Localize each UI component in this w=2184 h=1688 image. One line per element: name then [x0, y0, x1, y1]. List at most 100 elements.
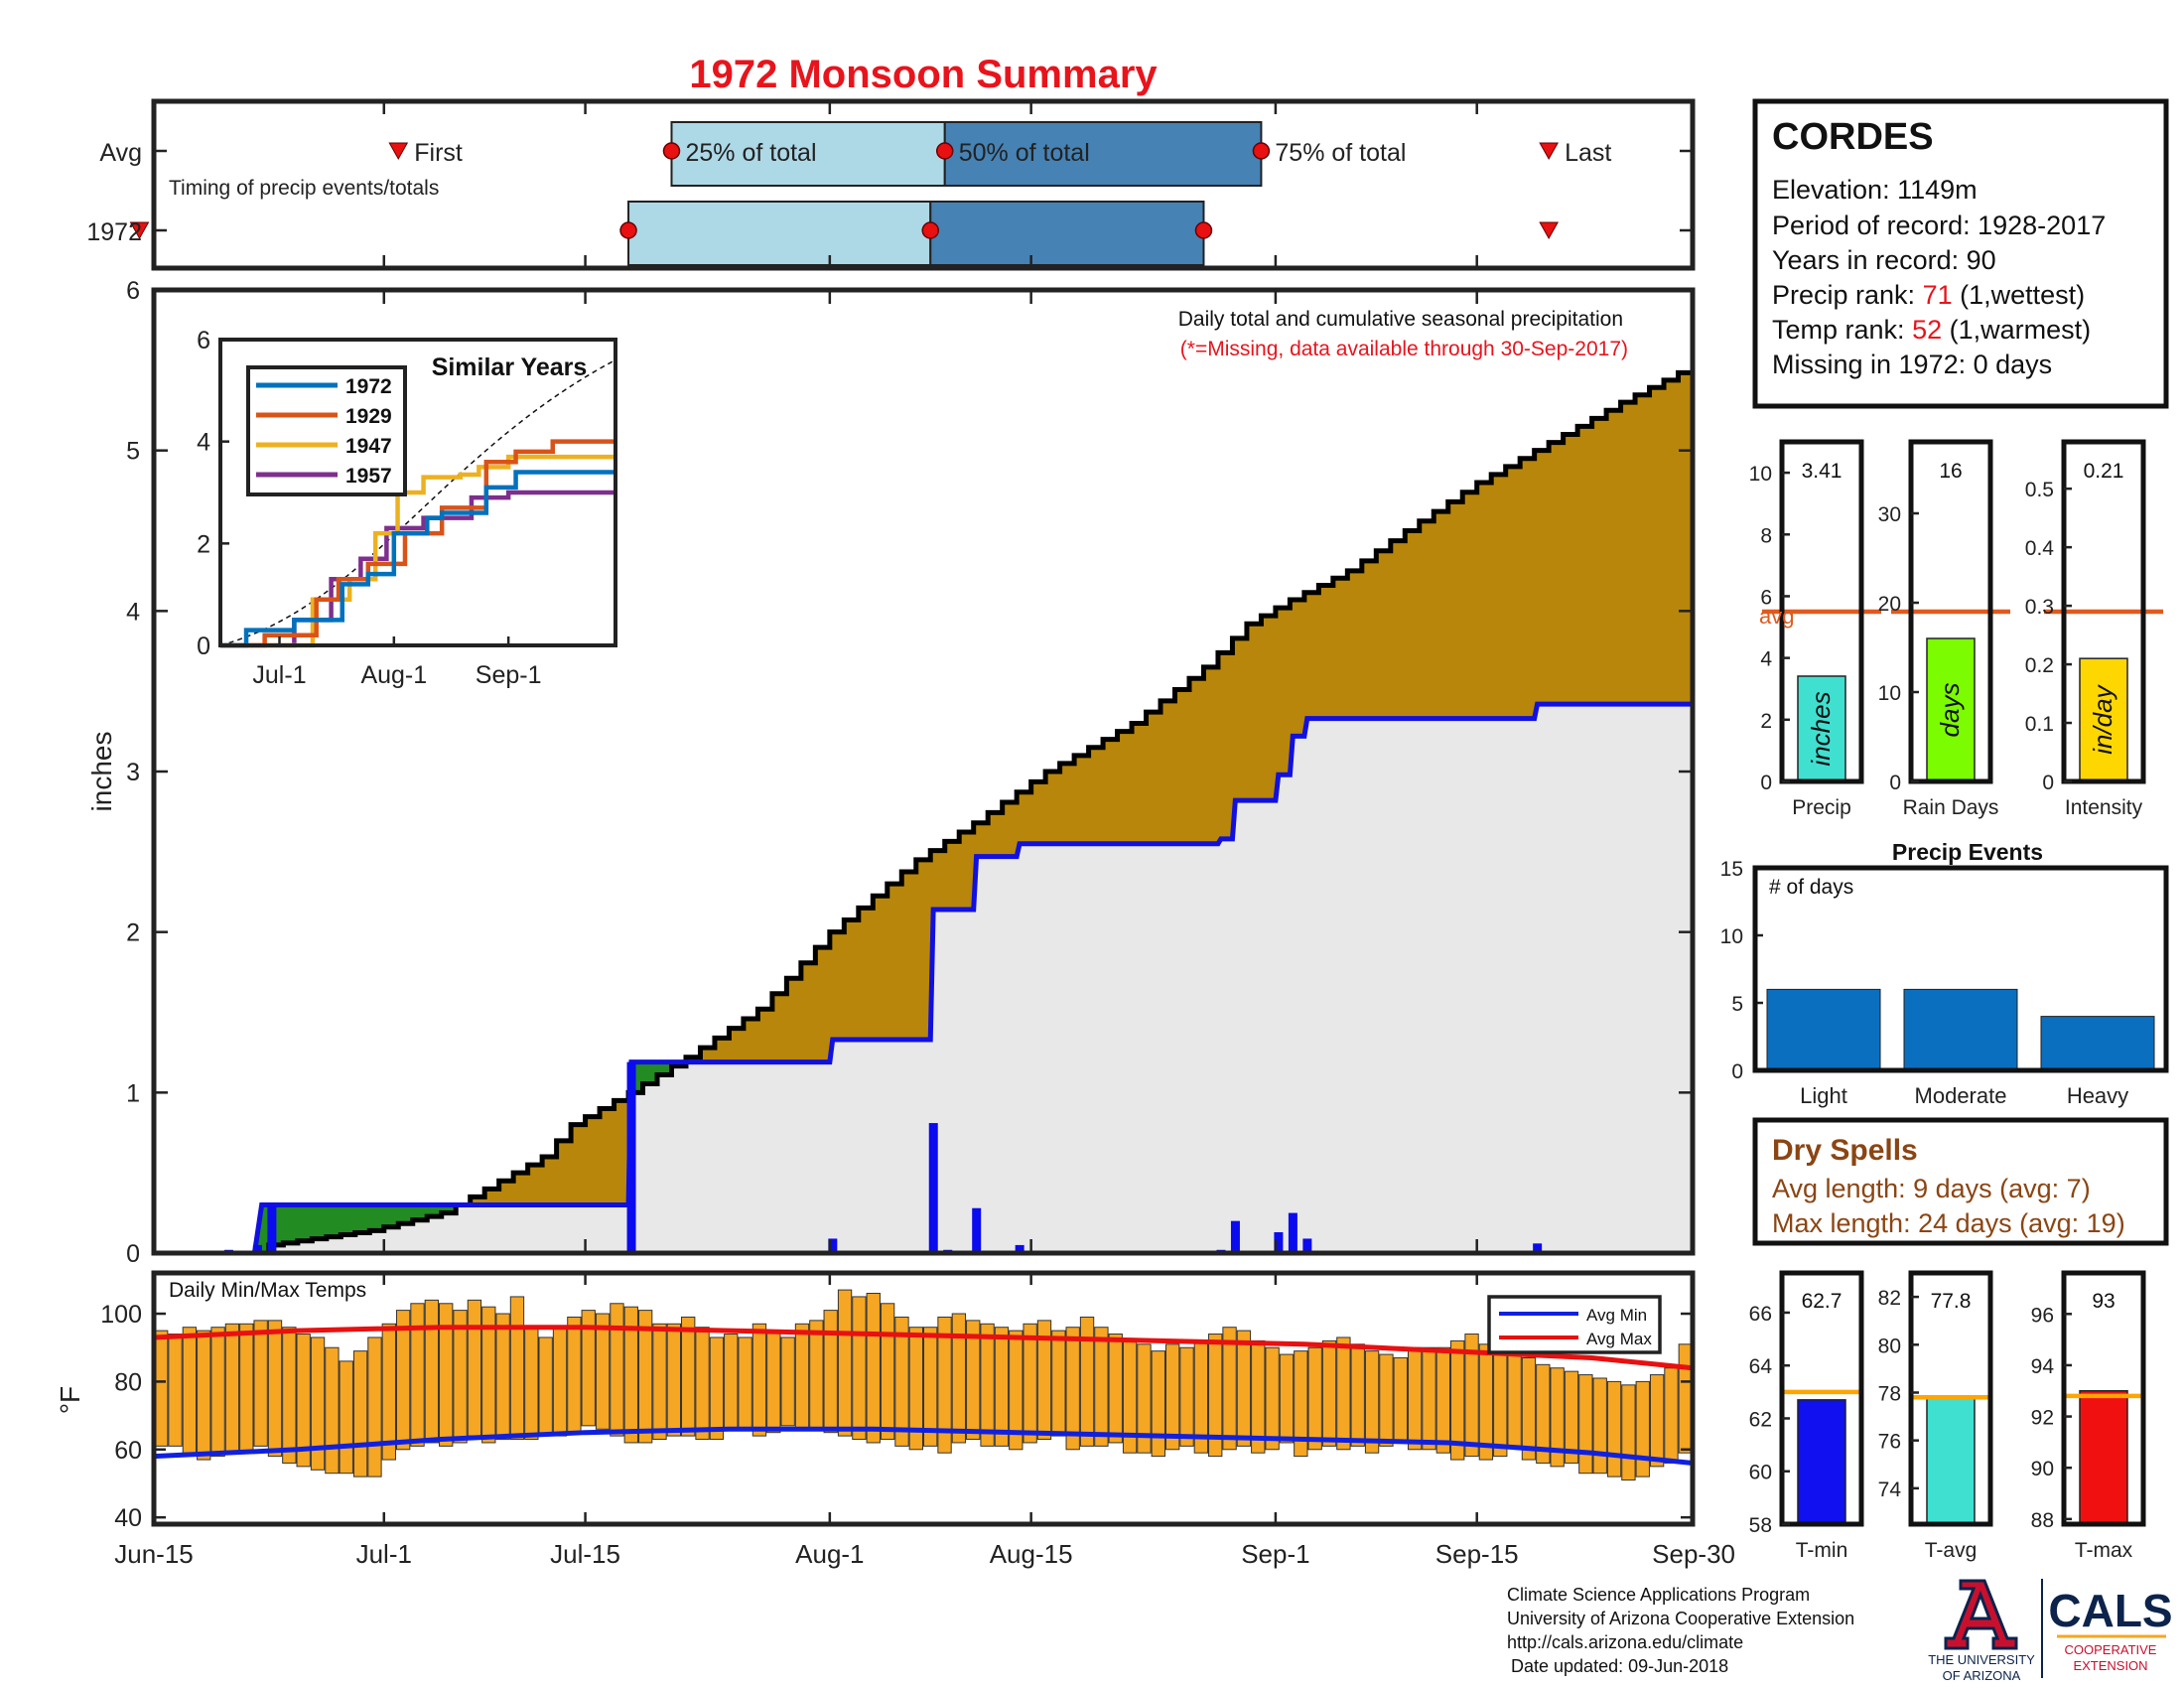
daily-precip-bar — [972, 1207, 982, 1253]
tmin-xlabel: T-min — [1796, 1539, 1848, 1562]
daily-temp-bar — [1606, 1380, 1622, 1477]
temps-ytick-label: 100 — [100, 1301, 142, 1329]
mini-temp-charts: 62.7 58 60 62 64 66 T-min 77.8 74 76 78 80 82 T-avg 93… — [1749, 1270, 2146, 1562]
daily-temp-bar — [310, 1336, 326, 1471]
timing-first-last-marker — [1539, 142, 1559, 161]
cals-logo-line1: COOPERATIVE — [2065, 1642, 2157, 1657]
daily-temp-bar — [1507, 1353, 1522, 1447]
tmax-bar — [2079, 1390, 2128, 1525]
tavg-ytick-label: 76 — [1878, 1431, 1901, 1454]
daily-temp-bar — [154, 1330, 169, 1447]
tmin-ytick-label: 62 — [1749, 1408, 1772, 1431]
temps-panel: 40 60 80 100 °F Daily Min/Max Temps Avg Min… — [55, 1270, 1696, 1532]
station-elevation: Elevation: 1149m — [1772, 175, 1978, 205]
tmax-ytick-label: 92 — [2031, 1407, 2054, 1430]
daily-temp-bar — [652, 1323, 667, 1441]
main-missing-note: (*=Missing, data available through 30-Se… — [1180, 338, 1628, 360]
legend-avg-max-label: Avg Max — [1586, 1330, 1652, 1348]
cals-logo: CALS COOPERATIVE EXTENSION — [2048, 1585, 2172, 1673]
chart-title: 1972 Monsoon Summary — [689, 53, 1158, 96]
daily-temp-bar — [1464, 1334, 1479, 1458]
precip-ytick-label: 10 — [1749, 463, 1772, 486]
inset-ytick-label: 4 — [197, 429, 210, 457]
timing-label-last: Last — [1565, 139, 1611, 167]
timing-label-first: First — [414, 139, 463, 167]
timing-row-label-avg: Avg — [99, 139, 142, 167]
daily-temp-bar — [1094, 1327, 1109, 1447]
tmin-axes — [1779, 1270, 1864, 1527]
daily-temp-bar — [666, 1323, 682, 1437]
events-title: Precip Events — [1892, 839, 2043, 865]
daily-temp-bar — [1023, 1323, 1037, 1444]
daily-temp-bar — [1336, 1336, 1351, 1451]
precip-axes — [1779, 439, 1864, 784]
main-ytick-label: 5 — [126, 438, 140, 466]
daily-temp-bar — [1350, 1343, 1365, 1447]
daily-temp-bar — [197, 1330, 211, 1461]
temps-axes — [151, 1270, 1696, 1527]
daily-temp-bar — [1450, 1339, 1465, 1461]
daily-temp-bar — [381, 1323, 396, 1461]
daily-temp-bar — [1393, 1356, 1408, 1444]
inset-legend-label: 1929 — [345, 405, 392, 428]
events-category-label: Light — [1800, 1083, 1847, 1108]
daily-temp-bar — [852, 1296, 867, 1441]
timing-percentile-marker — [921, 221, 939, 239]
timing-percentile-marker — [1194, 221, 1213, 239]
daily-temp-bar — [509, 1296, 525, 1441]
station-precip-rank: Precip rank: 71 (1,wettest) — [1772, 280, 2085, 310]
intensity-ytick-label: 0.1 — [2025, 713, 2054, 736]
intensity-ytick-label: 0.5 — [2025, 479, 2054, 501]
inset-legend-label: 1957 — [345, 465, 392, 488]
daily-temp-bar — [695, 1327, 710, 1441]
daily-temp-bar — [339, 1360, 353, 1475]
footer-line2: University of Arizona Cooperative Extens… — [1507, 1609, 1854, 1628]
timing-box-25-50 — [627, 201, 932, 266]
intensity-unit-label: in/day — [2088, 683, 2117, 754]
inset-series-line — [220, 470, 615, 648]
raindays-ytick-label: 30 — [1878, 503, 1901, 526]
timing-percentile-marker — [619, 221, 637, 239]
daily-temp-bar — [467, 1299, 482, 1437]
precip-unit-label: inches — [1806, 691, 1836, 766]
daily-temp-bar — [1649, 1374, 1665, 1468]
daily-temp-bar — [823, 1310, 838, 1434]
events-axes — [1752, 865, 2169, 1073]
ua-logo: THE UNIVERSITY OF ARIZONA — [1928, 1579, 2035, 1683]
timing-box-50-75 — [943, 121, 1263, 187]
precip-xlabel: Precip — [1792, 796, 1851, 819]
daily-temp-bar — [267, 1320, 283, 1458]
daily-temp-bar — [1493, 1350, 1508, 1458]
footer-credits: Climate Science Applications Program Uni… — [1507, 1585, 1854, 1676]
timing-first-last-marker — [1539, 221, 1559, 240]
daily-temp-bar — [1236, 1330, 1252, 1447]
daily-temp-bar — [239, 1323, 254, 1454]
daily-temp-bar — [837, 1289, 853, 1437]
tavg-axes — [1908, 1270, 1993, 1527]
daily-temp-bar — [439, 1303, 454, 1447]
daily-temp-bar — [395, 1310, 411, 1451]
daily-temp-bar — [1435, 1346, 1451, 1454]
daily-precip-bar — [928, 1123, 938, 1253]
tavg-bar — [1926, 1396, 1976, 1525]
events-bar — [2040, 1016, 2155, 1071]
daily-temp-bar — [1179, 1346, 1194, 1447]
daily-temp-bar — [1279, 1353, 1295, 1444]
daily-temp-bar — [610, 1303, 624, 1437]
events-bar — [1766, 988, 1881, 1071]
inset-title: Similar Years — [432, 353, 588, 381]
precip-bar — [1797, 675, 1846, 782]
daily-temp-bar — [1321, 1339, 1337, 1447]
timing-label-50: 50% of total — [959, 139, 1090, 167]
daily-temp-bar — [538, 1336, 553, 1437]
daily-temp-bar — [1079, 1316, 1095, 1447]
x-axis-date-label: Jul-15 — [550, 1539, 620, 1569]
daily-temp-bar — [1478, 1343, 1494, 1461]
daily-temp-bar — [410, 1303, 425, 1447]
tmin-ytick-label: 60 — [1749, 1462, 1772, 1484]
legend-avg-min-label: Avg Min — [1586, 1306, 1647, 1325]
tmin-bar — [1797, 1399, 1846, 1525]
daily-temp-bar — [1678, 1343, 1694, 1454]
daily-temp-bar — [681, 1316, 696, 1437]
